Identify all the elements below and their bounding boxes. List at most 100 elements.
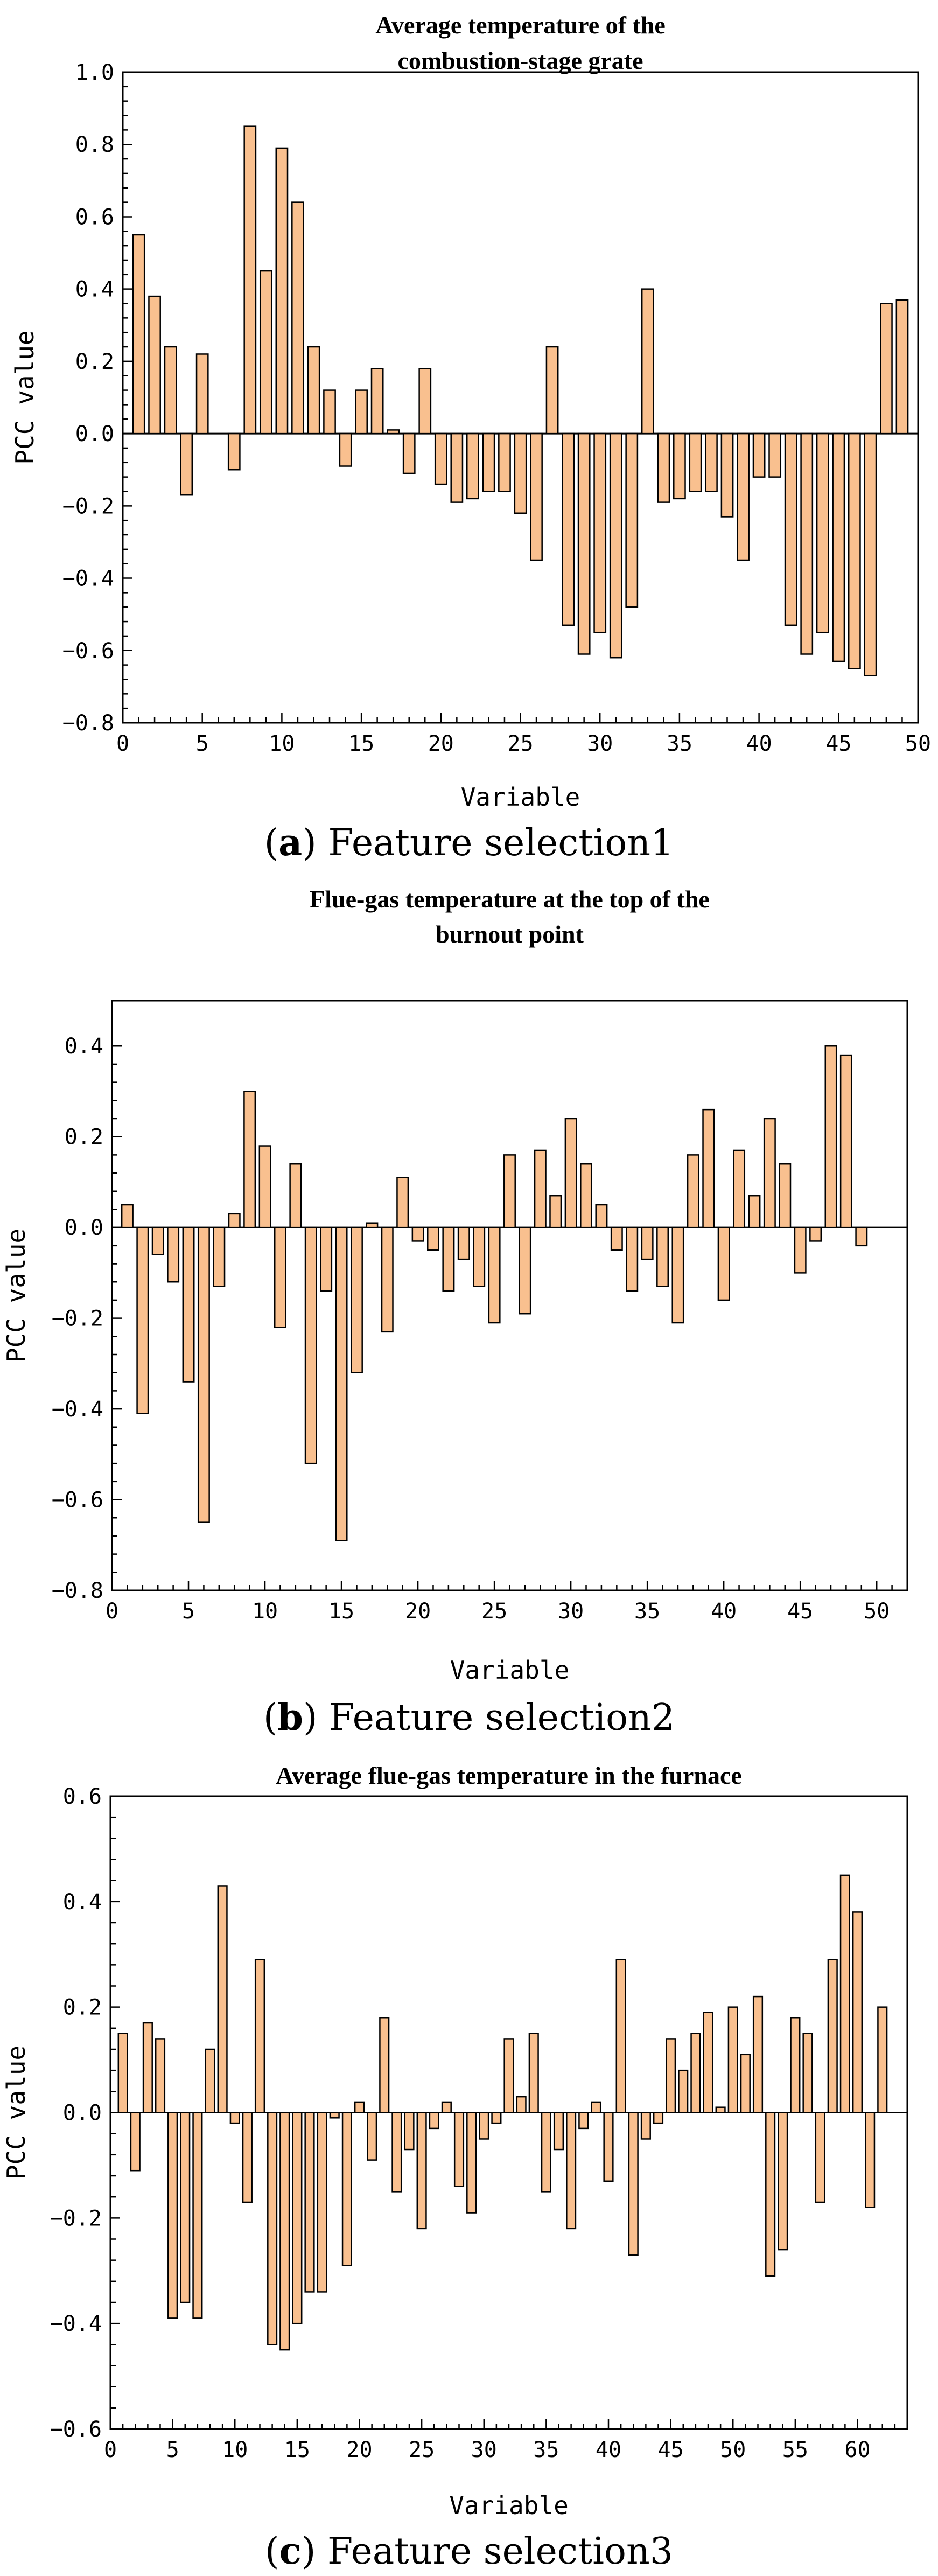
bar <box>117 2033 128 2113</box>
bar <box>609 432 622 659</box>
bar <box>816 432 829 633</box>
bar <box>275 147 289 435</box>
bar <box>457 1226 470 1260</box>
caption-letter: b <box>277 1696 303 1739</box>
bar <box>479 2112 489 2140</box>
bar <box>473 1226 486 1287</box>
y-tick-label: −0.2 <box>50 2206 102 2231</box>
bar <box>852 1911 863 2113</box>
bar <box>148 295 161 435</box>
x-axis-label: Variable <box>450 1656 570 1685</box>
bar <box>197 1226 210 1523</box>
bar <box>625 432 639 608</box>
bar <box>839 1054 852 1228</box>
bar <box>279 2112 290 2351</box>
x-tick-label: 0 <box>116 731 129 756</box>
bar <box>217 1885 228 2113</box>
y-tick-label: −0.4 <box>62 567 114 591</box>
x-tick-label: 30 <box>471 2438 497 2462</box>
x-axis-label: Variable <box>461 783 580 812</box>
bar <box>827 1959 838 2113</box>
x-axis-label: Variable <box>449 2491 569 2520</box>
x-tick-label: 25 <box>409 2438 435 2462</box>
bar <box>671 1226 684 1324</box>
bar <box>136 1226 149 1414</box>
bar <box>848 432 861 669</box>
bar <box>121 1204 134 1228</box>
bar <box>427 1226 439 1251</box>
y-tick-label: −0.8 <box>62 711 114 736</box>
bar <box>717 1226 730 1301</box>
bar <box>258 1145 271 1228</box>
plot-frame <box>122 71 919 724</box>
y-tick-label: 0.4 <box>63 1890 102 1915</box>
y-tick-label: −0.8 <box>52 1579 103 1603</box>
bar <box>802 2033 813 2113</box>
bar <box>562 432 575 626</box>
bar <box>715 2106 726 2113</box>
bar <box>666 2038 676 2113</box>
x-tick-label: 55 <box>782 2438 808 2462</box>
bar <box>488 1226 501 1324</box>
bar <box>641 288 654 435</box>
x-tick-label: 5 <box>166 2438 179 2462</box>
bar <box>367 2112 377 2161</box>
bar <box>578 2112 589 2130</box>
bar <box>164 346 177 435</box>
bar <box>727 2006 738 2113</box>
x-tick-label: 10 <box>252 1599 278 1624</box>
bar <box>516 2096 527 2113</box>
bar <box>678 2069 689 2113</box>
x-tick-label: 10 <box>222 2438 248 2462</box>
bar <box>514 432 527 514</box>
bar <box>615 1959 626 2113</box>
y-tick-label: 0.4 <box>75 277 114 302</box>
bar <box>228 1213 241 1228</box>
bar <box>541 2112 551 2193</box>
chart-title-line: combustion-stage grate <box>397 47 643 74</box>
bar <box>784 432 797 626</box>
bar <box>434 432 447 485</box>
bar <box>243 125 257 435</box>
bar <box>304 1226 317 1464</box>
bar <box>213 1226 226 1287</box>
bar <box>656 1226 669 1287</box>
bar <box>591 2101 601 2113</box>
bar <box>824 1045 837 1228</box>
bar <box>703 2012 713 2113</box>
bar <box>418 368 432 435</box>
bar <box>329 2112 340 2119</box>
x-tick-label: 25 <box>507 731 533 756</box>
bar <box>610 1226 623 1251</box>
bar <box>167 2112 178 2319</box>
bar <box>809 1226 822 1242</box>
panel-caption: (a) Feature selection1 <box>264 821 674 864</box>
bar <box>778 2112 788 2251</box>
bar <box>350 1226 363 1373</box>
bar <box>528 2033 539 2113</box>
bar <box>441 2101 452 2113</box>
bar <box>402 432 416 474</box>
x-tick-label: 10 <box>269 731 295 756</box>
caption-letter: a <box>278 821 302 864</box>
x-tick-label: 30 <box>558 1599 584 1624</box>
bar <box>720 432 734 518</box>
bar <box>482 432 495 492</box>
y-axis-label: PCC value <box>2 1228 31 1363</box>
x-tick-label: 15 <box>348 731 374 756</box>
y-tick-label: 1.0 <box>75 60 114 85</box>
bar <box>180 432 193 496</box>
caption-text: Feature selection3 <box>316 2530 673 2573</box>
bar <box>453 2112 465 2187</box>
y-tick-label: 0.2 <box>75 350 114 374</box>
x-tick-label: 0 <box>104 2438 117 2462</box>
bar <box>289 1163 302 1228</box>
bar <box>519 1226 531 1315</box>
x-tick-label: 60 <box>844 2438 870 2462</box>
x-tick-label: 45 <box>787 1599 813 1624</box>
y-tick-label: −0.4 <box>52 1397 103 1422</box>
y-tick-label: 0.4 <box>65 1034 103 1059</box>
bar <box>748 1195 761 1228</box>
bar <box>491 2112 502 2124</box>
